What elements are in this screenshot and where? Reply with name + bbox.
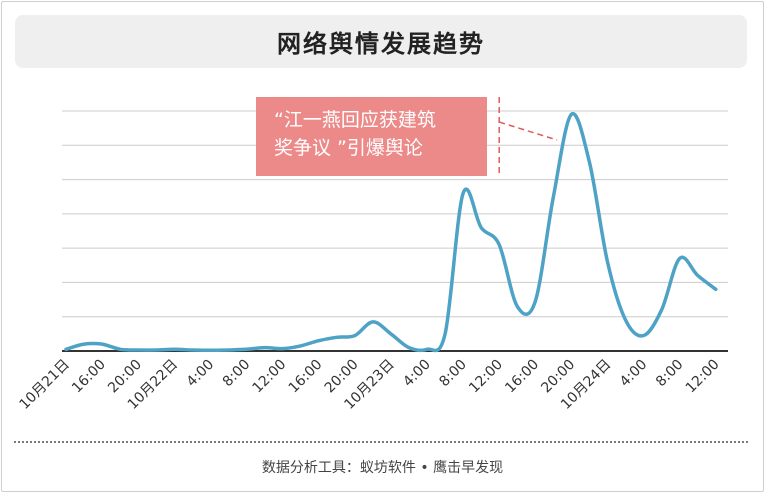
- x-tick-label: 4:00: [184, 357, 218, 391]
- x-tick-label: 16:00: [69, 357, 109, 397]
- source-note: 数据分析工具：蚁坊软件 • 鹰击早发现: [261, 460, 504, 476]
- x-tick-label: 10月21日: [17, 357, 73, 413]
- x-tick-label: 4:00: [400, 357, 434, 391]
- footer-divider: [14, 441, 748, 443]
- x-tick-label: 16:00: [502, 357, 542, 397]
- x-tick-label: 16:00: [286, 357, 326, 397]
- annotation-line-1: “江一燕回应获建筑: [274, 109, 436, 131]
- annotation-box: “江一燕回应获建筑 奖争议 ”引爆舆论: [256, 97, 487, 176]
- chart-title: 网络舆情发展趋势: [277, 30, 485, 58]
- x-tick-label: 12:00: [683, 357, 723, 397]
- x-tick-label: 4:00: [617, 357, 651, 391]
- x-tick-label: 12:00: [250, 357, 290, 397]
- x-tick-label: 12:00: [466, 357, 506, 397]
- title-bar: 网络舆情发展趋势: [15, 15, 747, 68]
- annotation-pointer-line: [498, 121, 558, 141]
- annotation-line-2: 奖争议 ”引爆舆论: [274, 137, 423, 159]
- series-line: [64, 112, 718, 353]
